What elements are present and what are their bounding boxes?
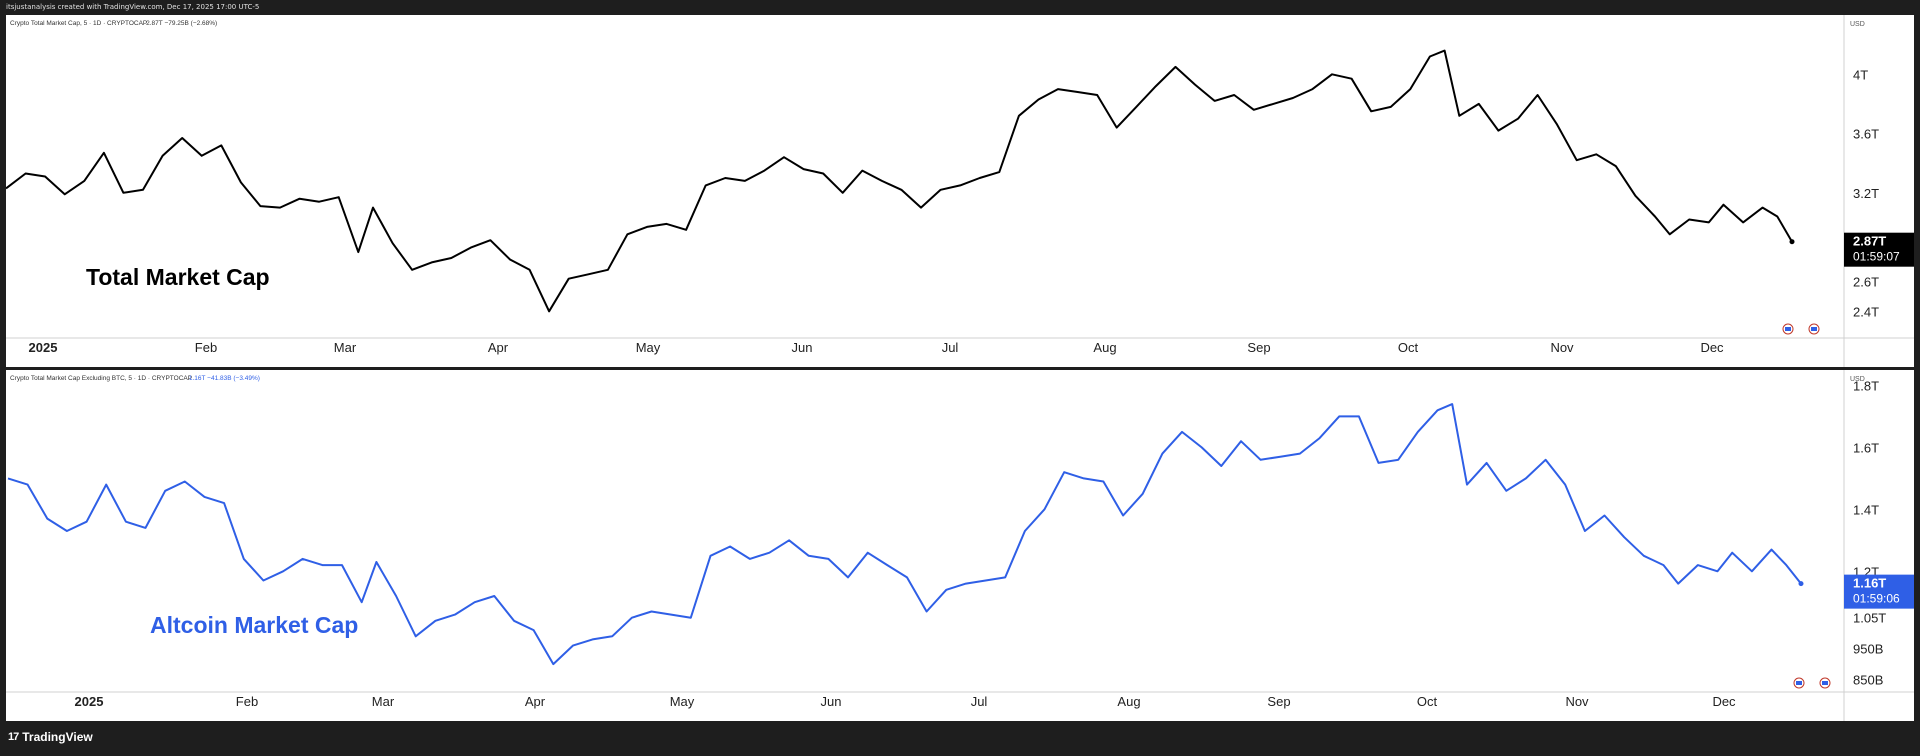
x-tick-label: Feb <box>195 340 217 355</box>
y-tick-label: 950B <box>1853 642 1883 657</box>
x-tick-label: May <box>636 340 661 355</box>
legend-value: 1.16T −41.83B (−3.49%) <box>189 375 260 382</box>
legend-symbol[interactable]: Crypto Total Market Cap, 5 · 1D · CRYPTO… <box>10 20 147 27</box>
y-tick-label: 1.4T <box>1853 502 1879 517</box>
last-point-marker <box>1789 239 1795 245</box>
currency-label: USD <box>1850 376 1865 383</box>
series-line[interactable] <box>5 49 1793 313</box>
legend-symbol[interactable]: Crypto Total Market Cap Excluding BTC, 5… <box>10 375 192 382</box>
countdown-label: 01:59:07 <box>1853 250 1900 264</box>
x-tick-label: Oct <box>1398 340 1419 355</box>
x-tick-label: Nov <box>1565 694 1589 709</box>
x-tick-label: Feb <box>236 694 258 709</box>
y-tick-label: 4T <box>1853 67 1868 82</box>
x-tick-label: Mar <box>372 694 395 709</box>
series-line[interactable] <box>7 403 1802 666</box>
y-tick-label: 2.4T <box>1853 304 1879 319</box>
attribution-bar: itsjustanalysis created with TradingView… <box>0 0 1920 15</box>
last-price-box <box>1844 232 1914 267</box>
altcoin-market-cap-pane[interactable]: Crypto Total Market Cap Excluding BTC, 5… <box>6 370 1914 722</box>
y-tick-label: 850B <box>1853 673 1883 688</box>
total-market-cap-pane[interactable]: Crypto Total Market Cap, 5 · 1D · CRYPTO… <box>5 15 1914 368</box>
economic-event-icon[interactable] <box>1819 677 1831 689</box>
last-point-marker <box>1798 581 1804 587</box>
x-tick-label: Jun <box>821 694 842 709</box>
x-tick-label: Jul <box>971 694 988 709</box>
currency-label: USD <box>1850 21 1865 28</box>
x-tick-label: Sep <box>1247 340 1270 355</box>
x-tick-label: Mar <box>334 340 357 355</box>
y-tick-label: 1.8T <box>1853 378 1879 393</box>
x-tick-label: Apr <box>488 340 509 355</box>
economic-event-icon[interactable] <box>1793 677 1805 689</box>
y-tick-label: 2.6T <box>1853 275 1879 290</box>
y-tick-label: 3.6T <box>1853 127 1879 142</box>
y-tick-label: 1.6T <box>1853 440 1879 455</box>
x-tick-label: 2025 <box>75 694 104 709</box>
countdown-label: 01:59:06 <box>1853 592 1900 606</box>
x-tick-label: 2025 <box>29 340 58 355</box>
altcoin-market-cap-chart[interactable]: Crypto Total Market Cap Excluding BTC, 5… <box>6 370 1914 722</box>
x-tick-label: Jul <box>942 340 959 355</box>
legend-value: 2.87T −79.25B (−2.68%) <box>146 20 217 27</box>
total-market-cap-chart[interactable]: Crypto Total Market Cap, 5 · 1D · CRYPTO… <box>5 15 1914 368</box>
x-tick-label: Sep <box>1267 694 1290 709</box>
x-tick-label: Aug <box>1117 694 1140 709</box>
attribution-text: itsjustanalysis created with TradingView… <box>6 3 260 11</box>
x-tick-label: Apr <box>525 694 546 709</box>
x-tick-label: Dec <box>1712 694 1736 709</box>
x-tick-label: Oct <box>1417 694 1438 709</box>
x-tick-label: Nov <box>1550 340 1574 355</box>
x-tick-label: Jun <box>792 340 813 355</box>
last-price-label: 1.16T <box>1853 576 1886 591</box>
x-tick-label: Aug <box>1093 340 1116 355</box>
y-tick-label: 3.2T <box>1853 186 1879 201</box>
brand-label: TradingView <box>22 730 93 744</box>
x-tick-label: Dec <box>1700 340 1724 355</box>
chart-annotation: Total Market Cap <box>86 264 270 290</box>
last-price-box <box>1844 574 1914 609</box>
footer-bar: 17 TradingView <box>0 721 1920 756</box>
last-price-label: 2.87T <box>1853 234 1886 249</box>
x-tick-label: May <box>670 694 695 709</box>
economic-event-icon[interactable] <box>1782 323 1794 335</box>
tradingview-icon: 17 <box>8 731 19 743</box>
tradingview-logo[interactable]: 17 TradingView <box>8 730 93 744</box>
y-tick-label: 1.05T <box>1853 611 1886 626</box>
economic-event-icon[interactable] <box>1808 323 1820 335</box>
chart-annotation: Altcoin Market Cap <box>150 612 358 638</box>
